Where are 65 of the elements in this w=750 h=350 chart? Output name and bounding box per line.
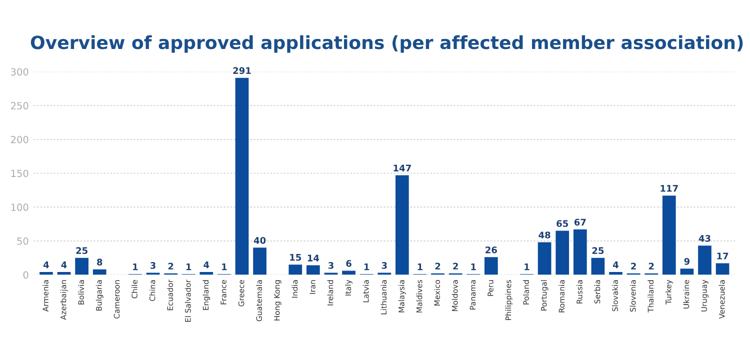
bar [591, 258, 605, 275]
bar [680, 268, 694, 275]
data-label: 2 [648, 262, 654, 270]
data-label: 2 [453, 262, 458, 270]
data-label: 26 [486, 246, 497, 254]
bar [556, 230, 570, 275]
data-label: 1 [222, 264, 227, 270]
y-tick-label: 250 [11, 102, 28, 110]
data-label: 8 [97, 258, 102, 266]
data-label: 1 [133, 264, 138, 270]
data-label: 1 [418, 264, 422, 270]
data-label: 1 [524, 264, 530, 270]
bar [235, 78, 249, 275]
bar [573, 229, 587, 275]
data-label: 1 [364, 264, 370, 270]
data-label: 1 [471, 264, 476, 270]
bar [609, 272, 622, 275]
bar [716, 263, 730, 275]
bar [200, 272, 214, 275]
data-label: 40 [254, 237, 266, 244]
data-label: 117 [660, 185, 678, 192]
bar [662, 196, 676, 275]
data-label: 14 [308, 254, 320, 262]
data-label: 43 [698, 234, 710, 242]
data-label: 4 [43, 262, 49, 268]
data-label: 25 [592, 247, 604, 254]
data-label: 3 [328, 262, 334, 269]
bar [698, 246, 712, 275]
bar [306, 265, 320, 275]
data-label: 147 [394, 164, 411, 172]
bar [538, 242, 552, 275]
data-label: 4 [61, 262, 67, 268]
data-label: 17 [717, 252, 728, 260]
data-label: 67 [574, 218, 586, 226]
bar [75, 258, 88, 275]
data-label: 65 [556, 220, 568, 227]
bar [57, 272, 71, 275]
data-label: 1 [186, 264, 192, 270]
data-label: 3 [382, 262, 387, 269]
y-tick-label: 200 [11, 136, 28, 144]
bar [40, 272, 53, 275]
data-label: 3 [150, 262, 156, 269]
data-label: 4 [613, 262, 618, 268]
data-label: 15 [290, 254, 302, 261]
bar [288, 264, 302, 275]
data-label: 2 [435, 262, 440, 270]
data-label: 2 [631, 262, 636, 270]
data-label: 4 [204, 262, 210, 268]
bar [342, 270, 356, 275]
y-tick-label: 0 [23, 271, 28, 279]
bar [253, 248, 266, 275]
y-tick-label: 300 [11, 68, 28, 76]
chart-title: Overview of approved applications (per affected member association) [30, 35, 743, 53]
data-label: 9 [684, 258, 690, 265]
bar [484, 257, 498, 275]
bar [396, 175, 409, 275]
data-label: 6 [346, 260, 352, 267]
data-label: 48 [538, 232, 550, 238]
y-tick-label: 50 [17, 237, 28, 245]
bar [92, 269, 106, 275]
data-label: 2 [168, 262, 174, 270]
y-tick-label: 100 [11, 204, 28, 211]
data-label: 25 [76, 247, 88, 254]
y-tick-label: 150 [11, 170, 28, 178]
data-label: 291 [233, 67, 251, 74]
